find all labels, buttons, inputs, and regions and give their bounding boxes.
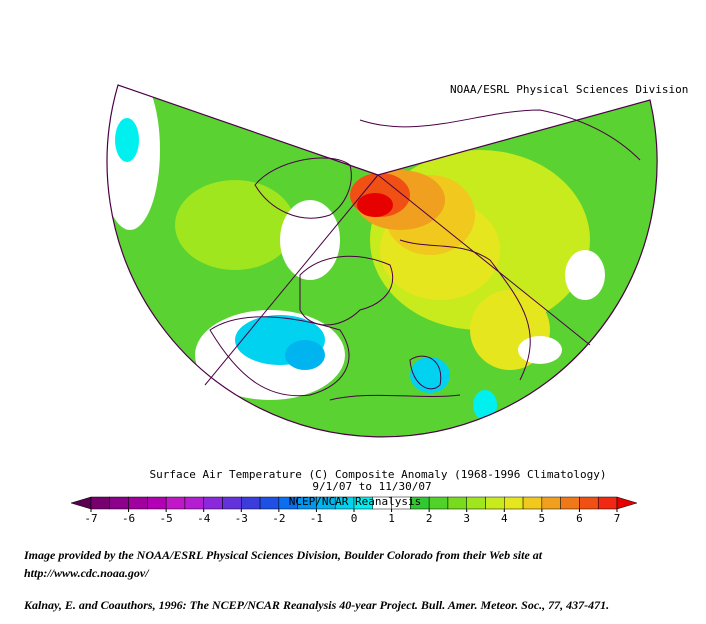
colorbar-tick-label: -4 [197,512,211,525]
map-border [106,84,658,438]
colorbar-tick-label: 2 [426,512,433,525]
colorbar-box [128,496,148,510]
map-title: Surface Air Temperature (C) Composite An… [150,468,607,481]
colorbar-box [447,496,467,510]
colorbar-box [428,496,449,510]
colorbar-box [165,496,186,510]
colorbar-box [541,496,561,510]
colorbar-box [522,496,543,510]
citation: Kalnay, E. and Coauthors, 1996: The NCEP… [24,598,610,612]
colorbar-tick-label: -1 [310,512,323,525]
colorbar-box [109,496,129,510]
colorbar-tick-label: -7 [84,512,97,525]
graticule [204,174,591,386]
source-label: NCEP/NCAR Reanalysis [289,495,421,508]
colorbar-box [147,496,167,510]
anomaly-field [107,85,658,437]
colorbar-box [485,496,505,510]
colorbar-tick-label: 3 [463,512,470,525]
footer-line: Image provided by the NOAA/ESRL Physical… [24,548,543,562]
colorbar-box [259,496,280,510]
colorbar-box [504,496,524,510]
colorbar-box [597,496,618,510]
colorbar-tick-label: -3 [235,512,248,525]
date-range: 9/1/07 to 11/30/07 [312,480,431,493]
coastlines [209,109,641,401]
colorbar-tick-label: 0 [351,512,358,525]
colorbar-box [184,496,204,510]
colorbar-tick-label: 5 [539,512,546,525]
colorbar: -7 -6 -5 -4 -3 -2 -1 0 1 2 3 4 5 6 7 [70,496,638,525]
colorbar-box [579,496,599,510]
colorbar-box [560,496,580,510]
colorbar-tick-label: 6 [576,512,583,525]
colorbar-tick-label: -5 [160,512,173,525]
map-figure: NOAA/ESRL Physical Sciences Division Sur… [70,83,688,525]
colorbar-box [222,496,242,510]
footer-url: http://www.cdc.noaa.gov/ [24,566,149,580]
colorbar-tick-label: -6 [122,512,135,525]
colorbar-box [203,496,223,510]
colorbar-end [70,496,92,510]
colorbar-box [90,496,111,510]
colorbar-tick-label: 4 [501,512,508,525]
colorbar-box [241,496,261,510]
credit-label: NOAA/ESRL Physical Sciences Division [450,83,688,96]
colorbar-tick-label: 1 [388,512,395,525]
colorbar-box [466,496,486,510]
colorbar-tick-label: -2 [272,512,285,525]
colorbar-tick-label: 7 [614,512,621,525]
colorbar-end [616,496,638,510]
